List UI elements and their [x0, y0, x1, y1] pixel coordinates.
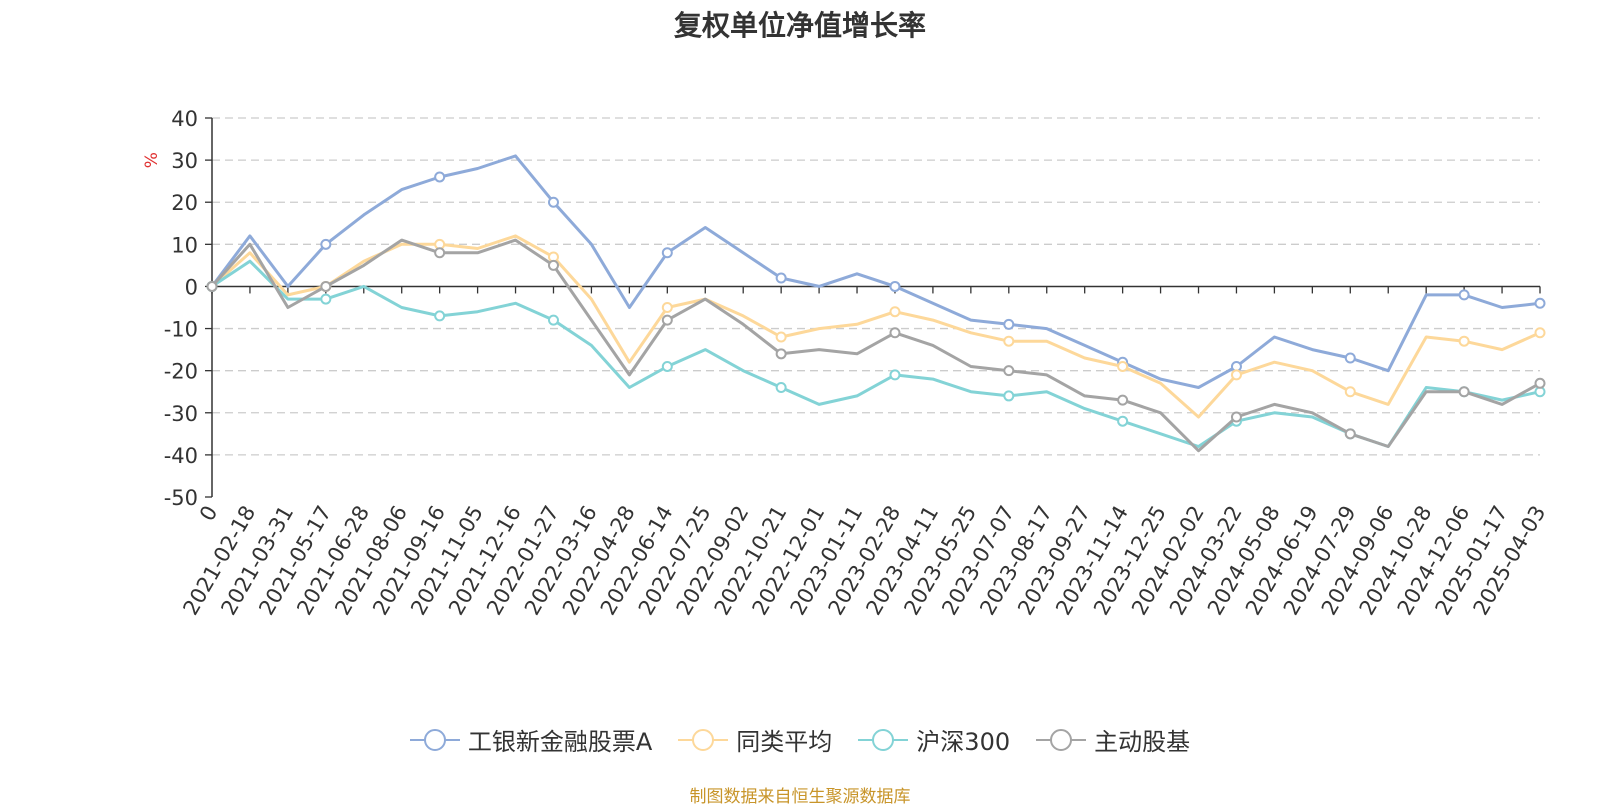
legend-item-peer-average[interactable]: 同类平均	[678, 722, 832, 757]
legend-marker-fund-icon	[409, 728, 460, 751]
data-point	[1230, 411, 1242, 423]
data-point	[1458, 386, 1470, 398]
data-point	[1003, 318, 1015, 330]
y-tick-label: -30	[164, 402, 198, 426]
data-point	[320, 238, 332, 250]
y-tick-label: -20	[164, 360, 198, 384]
data-point	[775, 272, 787, 284]
data-point	[434, 247, 446, 259]
legend-label-peer-average: 同类平均	[736, 728, 833, 756]
legend-marker-active-equity-icon	[1036, 728, 1087, 751]
legend-label-csi300: 沪深300	[916, 728, 1011, 756]
series-line-2	[211, 259, 1541, 448]
data-point	[775, 348, 787, 360]
legend-item-fund[interactable]: 工银新金融股票A	[409, 722, 653, 757]
data-point	[1458, 335, 1470, 347]
data-point	[206, 280, 218, 292]
data-point	[775, 382, 787, 394]
data-point	[1117, 394, 1129, 406]
data-point	[547, 196, 559, 208]
data-point	[1003, 365, 1015, 377]
data-point	[889, 306, 901, 318]
data-source-note: 制图数据来自恒生聚源数据库	[689, 787, 911, 807]
legend-label-fund: 工银新金融股票A	[467, 728, 653, 756]
data-point	[434, 310, 446, 322]
legend: 工银新金融股票A 同类平均 沪深300 主动股基	[0, 722, 1600, 757]
y-tick-label: 30	[171, 149, 198, 173]
y-tick-label: -50	[164, 486, 198, 510]
chart-title: 复权单位净值增长率	[673, 9, 926, 42]
legend-item-csi300[interactable]: 沪深300	[858, 722, 1010, 757]
data-point	[1230, 369, 1242, 381]
legend-item-active-equity[interactable]: 主动股基	[1036, 722, 1190, 757]
y-tick-label: 20	[171, 191, 198, 215]
series-line-3	[210, 238, 1541, 453]
data-point	[1117, 415, 1129, 427]
data-point	[1344, 386, 1356, 398]
legend-marker-peer-average-icon	[678, 728, 729, 751]
data-point	[889, 369, 901, 381]
data-point	[1458, 289, 1470, 301]
data-point	[547, 259, 559, 271]
legend-marker-csi300-icon	[858, 728, 909, 751]
data-point	[320, 280, 332, 292]
data-point	[661, 360, 673, 372]
data-point	[434, 171, 446, 183]
x-tick-label: 0	[195, 502, 222, 526]
data-point	[775, 331, 787, 343]
data-point	[1003, 335, 1015, 347]
series-line-1	[211, 234, 1541, 419]
data-point	[661, 247, 673, 259]
data-point	[1534, 327, 1546, 339]
data-point	[1344, 352, 1356, 364]
data-point	[1534, 377, 1546, 389]
data-point	[547, 314, 559, 326]
data-point	[889, 327, 901, 339]
y-tick-label: 40	[171, 107, 198, 131]
data-point	[661, 302, 673, 313]
y-axis-label: %	[142, 152, 162, 168]
y-tick-label: 10	[171, 233, 198, 257]
data-point	[1003, 390, 1015, 402]
data-point	[320, 293, 332, 305]
series-line-0	[210, 154, 1541, 389]
data-point	[1344, 428, 1356, 440]
data-point	[661, 314, 673, 326]
y-tick-label: -10	[164, 318, 198, 342]
legend-label-active-equity: 主动股基	[1094, 728, 1191, 756]
y-tick-label: -40	[164, 444, 198, 468]
data-point	[889, 280, 901, 292]
data-point	[1117, 360, 1129, 372]
data-point	[1534, 297, 1546, 309]
y-tick-label: 0	[185, 275, 198, 299]
